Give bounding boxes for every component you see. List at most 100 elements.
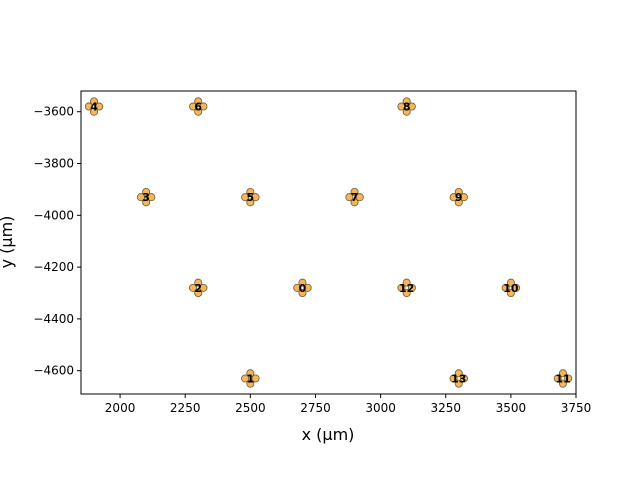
y-tick-label: −3600 [33, 105, 74, 119]
site-label: 6 [194, 101, 202, 114]
electrode-marker [246, 198, 255, 207]
electrode-marker [199, 102, 208, 111]
plot-area [80, 90, 577, 395]
site-label: 1 [247, 372, 255, 385]
electrode-marker [454, 187, 463, 196]
electrode-marker [246, 379, 255, 388]
electrode-marker [251, 374, 260, 383]
site-label: 2 [194, 282, 202, 295]
electrode-marker [407, 102, 416, 111]
site-0: 0 [293, 278, 312, 297]
y-tick-label: −4400 [33, 312, 74, 326]
electrode-marker [142, 187, 151, 196]
site-1: 1 [241, 369, 260, 388]
electrode-marker [512, 283, 521, 292]
y-tick-label: −3800 [33, 157, 74, 171]
y-tick-label: −4000 [33, 208, 74, 222]
electrode-marker [459, 374, 468, 383]
x-axis-label: x (μm) [302, 425, 355, 444]
site-label: 12 [399, 282, 414, 295]
electrode-marker [459, 193, 468, 202]
site-label: 11 [555, 372, 570, 385]
site-11: 11 [553, 369, 573, 388]
site-8: 8 [397, 97, 416, 116]
x-tick-label: 2500 [235, 401, 266, 415]
electrode-marker [397, 102, 406, 111]
electrode-marker [558, 369, 567, 378]
site-label: 9 [455, 191, 463, 204]
y-axis-label: y (μm) [0, 216, 16, 269]
electrode-marker [454, 379, 463, 388]
electrode-marker [506, 288, 515, 297]
electrode-marker [449, 193, 458, 202]
x-tick-label: 3750 [561, 401, 592, 415]
site-2: 2 [189, 278, 208, 297]
x-tick-label: 2250 [170, 401, 201, 415]
site-6: 6 [189, 97, 208, 116]
y-tick-label: −4200 [33, 260, 74, 274]
site-9: 9 [449, 187, 468, 207]
site-10: 10 [501, 278, 521, 297]
electrode-marker [90, 97, 99, 106]
electrode-marker [189, 283, 198, 292]
electrode-marker [147, 193, 156, 202]
electrode-marker [246, 187, 255, 196]
electrode-marker [402, 278, 411, 287]
x-tick-label: 3250 [430, 401, 461, 415]
electrode-marker [350, 198, 359, 207]
electrode-marker [136, 193, 145, 202]
electrode-marker [350, 187, 359, 196]
electrode-marker [251, 193, 260, 202]
electrode-marker [449, 374, 458, 383]
x-tick-label: 3500 [496, 401, 527, 415]
electrode-marker [246, 369, 255, 378]
electrode-marker [199, 283, 208, 292]
site-12: 12 [397, 278, 416, 297]
electrode-marker [501, 283, 510, 292]
electrode-marker [355, 193, 364, 202]
x-tick-label: 2000 [105, 401, 136, 415]
x-tick-label: 2750 [300, 401, 331, 415]
site-label: 8 [403, 101, 411, 114]
electrode-marker [194, 107, 203, 116]
site-label: 0 [299, 282, 307, 295]
site-label: 10 [503, 282, 519, 295]
electrode-marker [90, 107, 99, 116]
electrode-marker [407, 283, 416, 292]
site-label: 5 [247, 191, 255, 204]
electrode-marker [142, 198, 151, 207]
site-label: 4 [90, 101, 98, 114]
site-7: 7 [345, 187, 364, 207]
site-label: 7 [351, 191, 359, 204]
site-label: 3 [142, 191, 150, 204]
electrode-marker [553, 374, 562, 383]
axis-ticks: 2000 2250 2500 2750 3000 3250 3500 3750−3600−38… [33, 105, 591, 415]
electrode-marker [241, 193, 250, 202]
electrode-marker [95, 102, 104, 111]
electrode-marker [402, 97, 411, 106]
electrode-marker [84, 102, 93, 111]
electrode-marker [298, 278, 307, 287]
x-tick-label: 3000 [365, 401, 396, 415]
site-5: 5 [241, 187, 260, 207]
electrode-marker [397, 283, 406, 292]
y-tick-label: −4600 [33, 364, 74, 378]
electrode-marker [402, 288, 411, 297]
electrode-marker [564, 374, 573, 383]
electrode-marker [194, 278, 203, 287]
site-13: 13 [449, 369, 468, 388]
electrode-marker [189, 102, 198, 111]
electrode-marker [241, 374, 250, 383]
electrode-marker [345, 193, 354, 202]
electrode-marker [506, 278, 515, 287]
electrode-marker [293, 283, 302, 292]
site-3: 3 [136, 187, 156, 207]
electrode-marker [402, 107, 411, 116]
electrode-marker [298, 288, 307, 297]
site-label: 13 [451, 372, 466, 385]
site-4: 4 [84, 97, 104, 116]
electrode-marker [194, 97, 203, 106]
electrode-marker [303, 283, 312, 292]
